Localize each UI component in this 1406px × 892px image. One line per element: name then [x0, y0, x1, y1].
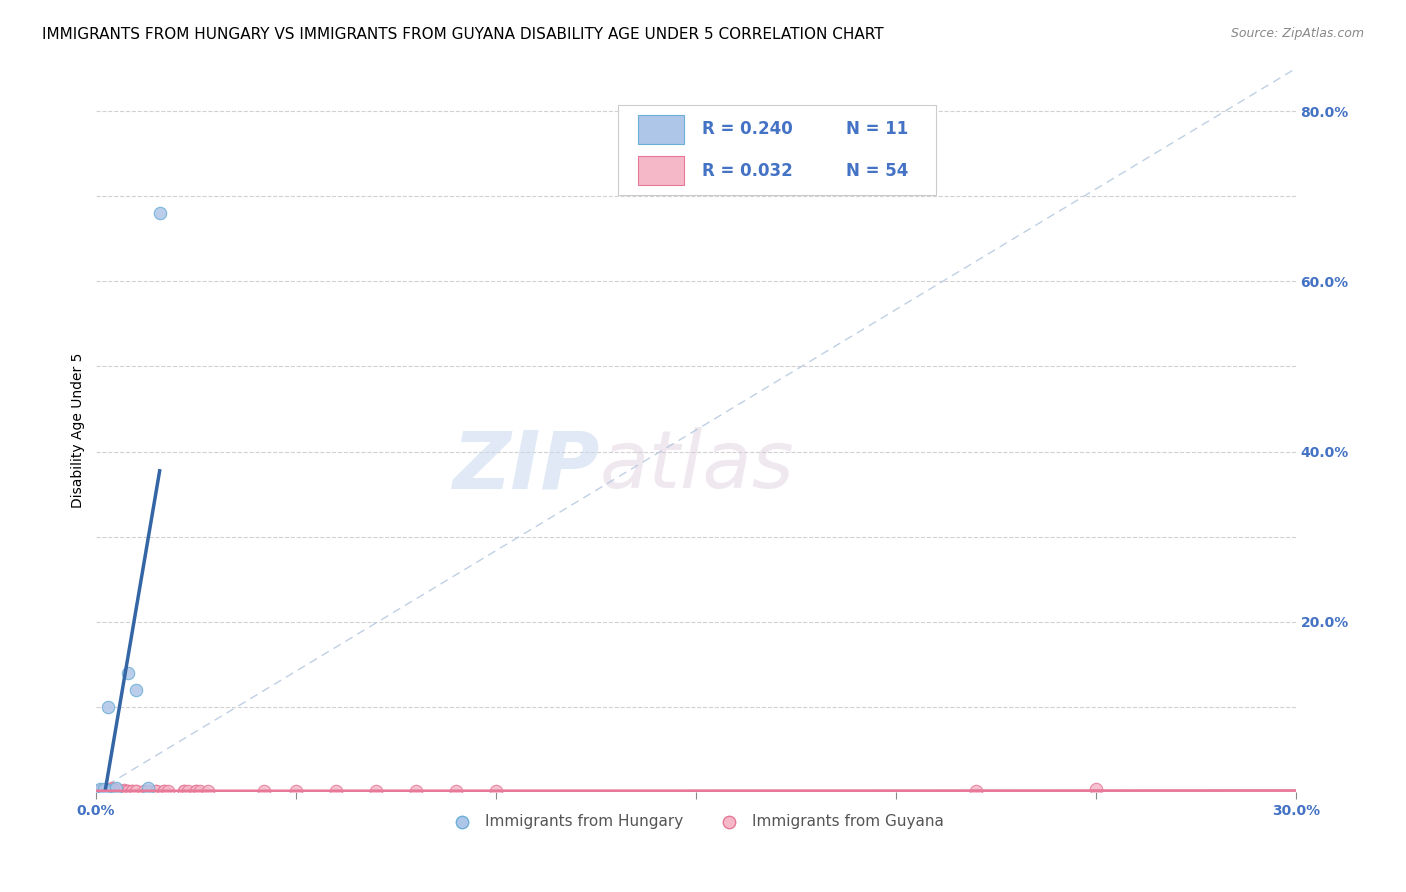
- Point: [89, 783, 111, 797]
- Point: [93, 784, 115, 798]
- Point: [89, 783, 111, 797]
- Point: [89, 784, 111, 798]
- FancyBboxPatch shape: [638, 156, 683, 186]
- Point: [97, 784, 120, 798]
- Point: [112, 783, 135, 797]
- Point: [97, 784, 120, 798]
- Text: Source: ZipAtlas.com: Source: ZipAtlas.com: [1230, 27, 1364, 40]
- Point: [124, 784, 146, 798]
- Text: R = 0.032: R = 0.032: [702, 161, 793, 179]
- Point: [89, 784, 111, 798]
- Point: [253, 784, 276, 798]
- Point: [156, 784, 179, 798]
- Point: [93, 784, 115, 798]
- Point: [104, 784, 127, 798]
- Point: [136, 780, 159, 795]
- Point: [124, 682, 146, 697]
- Point: [93, 783, 115, 797]
- Point: [485, 784, 508, 798]
- Text: R = 0.240: R = 0.240: [702, 120, 793, 138]
- Point: [108, 784, 131, 798]
- Point: [176, 784, 198, 798]
- Point: [93, 782, 115, 797]
- Point: [104, 783, 127, 797]
- Point: [104, 784, 127, 798]
- Point: [112, 784, 135, 798]
- Point: [104, 780, 127, 795]
- Point: [405, 784, 427, 798]
- Point: [100, 780, 122, 795]
- Point: [108, 784, 131, 798]
- Point: [121, 784, 143, 798]
- Point: [173, 784, 195, 798]
- Point: [97, 783, 120, 797]
- Point: [152, 784, 174, 798]
- Point: [97, 699, 120, 714]
- Point: [1084, 782, 1107, 797]
- Text: N = 54: N = 54: [845, 161, 908, 179]
- Point: [132, 784, 155, 798]
- Point: [104, 784, 127, 798]
- Point: [173, 784, 195, 798]
- Point: [444, 784, 467, 798]
- Point: [100, 782, 122, 797]
- Text: ZIP: ZIP: [453, 427, 600, 506]
- Text: atlas: atlas: [600, 427, 794, 506]
- Point: [145, 784, 167, 798]
- Point: [145, 784, 167, 798]
- Point: [152, 784, 174, 798]
- FancyBboxPatch shape: [638, 115, 683, 144]
- Point: [100, 784, 122, 798]
- Point: [97, 784, 120, 798]
- Point: [104, 784, 127, 798]
- Text: N = 11: N = 11: [845, 120, 908, 138]
- Point: [364, 784, 387, 798]
- Point: [124, 784, 146, 798]
- Point: [325, 784, 347, 798]
- Point: [184, 784, 207, 798]
- Text: IMMIGRANTS FROM HUNGARY VS IMMIGRANTS FROM GUYANA DISABILITY AGE UNDER 5 CORRELA: IMMIGRANTS FROM HUNGARY VS IMMIGRANTS FR…: [42, 27, 884, 42]
- Y-axis label: Disability Age Under 5: Disability Age Under 5: [72, 352, 86, 508]
- Point: [284, 784, 307, 798]
- Point: [93, 784, 115, 798]
- Point: [188, 784, 211, 798]
- Point: [89, 782, 111, 797]
- Point: [121, 784, 143, 798]
- Point: [93, 784, 115, 798]
- Point: [136, 784, 159, 798]
- Point: [197, 784, 219, 798]
- Point: [184, 784, 207, 798]
- Point: [965, 784, 987, 798]
- FancyBboxPatch shape: [617, 104, 936, 195]
- Point: [149, 206, 172, 220]
- Point: [97, 783, 120, 797]
- Point: [117, 784, 139, 798]
- Point: [117, 665, 139, 680]
- Legend: Immigrants from Hungary, Immigrants from Guyana: Immigrants from Hungary, Immigrants from…: [441, 808, 950, 835]
- Point: [117, 784, 139, 798]
- Point: [89, 784, 111, 798]
- Point: [89, 784, 111, 798]
